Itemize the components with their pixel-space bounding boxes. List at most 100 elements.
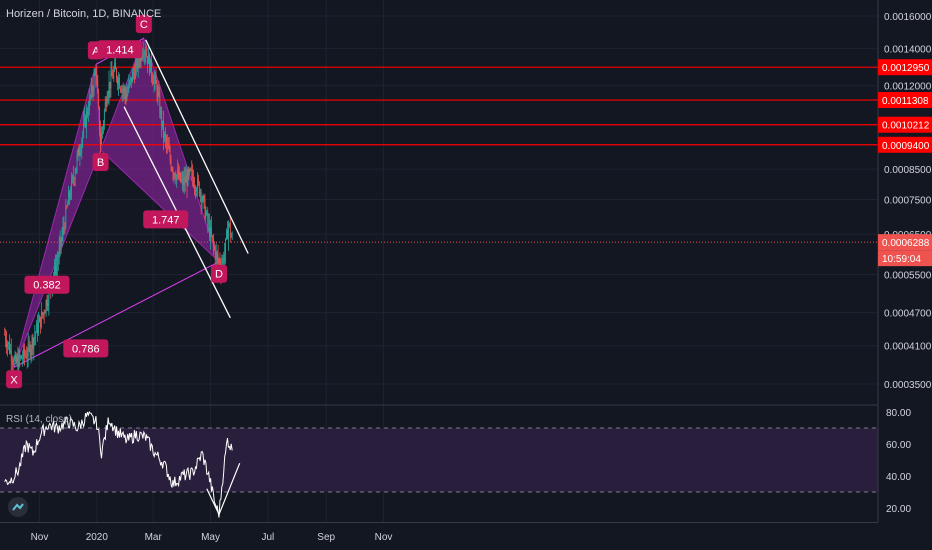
candle-body [166,143,168,145]
candle-body [56,265,57,276]
ratio-label-bg [63,339,109,358]
candle-body [67,204,69,207]
countdown-label: 10:59:04 [882,254,921,265]
candle-body [127,90,129,94]
ratio-label: 1.414 [106,44,134,56]
candle-body [75,167,77,173]
candle-body [178,170,179,178]
candle-body [181,178,183,181]
candle-body [74,172,76,181]
candle-body [133,72,134,74]
candle-body [11,360,13,363]
candle-body [20,356,22,358]
candle-body [159,94,161,115]
candle-body [80,150,82,154]
candle-body [5,334,7,342]
candle-body [102,127,103,133]
candle-body [38,322,39,334]
candle-body [7,343,8,347]
candle-body [86,111,87,127]
price-label-bg [878,59,932,76]
candle-body [158,91,160,95]
candle-body [84,116,85,123]
candle-body [213,244,215,249]
candle-body [37,323,38,334]
candle-body [209,222,211,238]
price-label-bg [878,116,932,133]
candle-body [216,252,218,255]
y-tick-label: 0.0016000 [884,12,932,23]
candle-body [108,81,110,95]
candle-body [134,64,136,79]
pattern-point-label: X [10,374,18,386]
candle-body [68,191,70,205]
candle-body [125,94,127,101]
candle-body [99,106,101,133]
candle-body [96,76,98,81]
candle-body [146,55,148,57]
candle-body [27,343,29,357]
candle-body [218,259,220,261]
candle-body [211,227,212,236]
candle-body [77,148,79,156]
candle-body [150,59,152,76]
candle-body [165,133,166,139]
candle-body [137,53,139,68]
pattern-point-label: D [215,269,223,281]
candle-body [48,288,50,305]
candle-body [185,176,187,183]
candle-body [128,82,130,91]
candle-body [225,238,226,255]
candle-body [229,223,231,237]
candle-body [228,223,229,240]
candle-body [88,96,90,112]
candle-body [76,155,78,168]
candle-body [179,172,180,178]
candle-body [17,357,19,369]
candle-body [149,54,150,73]
candle-body [160,110,162,115]
ratio-label-bg [24,275,70,294]
candle-body [215,252,217,260]
rsi-line [4,410,233,518]
candle-body [71,179,72,196]
candle-body [120,89,122,92]
candle-body [83,122,85,134]
candle-body [61,234,63,242]
candle-body [101,132,102,145]
candles [4,41,233,375]
pattern-point-label: C [140,19,148,31]
candle-body [18,354,20,369]
candle-body [24,355,26,357]
candle-body [205,213,207,219]
candle-body [224,254,226,263]
candle-body [153,79,155,84]
candle-body [109,81,111,89]
tradingview-logo-glyph [12,503,24,511]
x-tick-label: Nov [31,532,49,543]
candle-body [15,355,17,363]
candle-body [156,83,158,97]
candle-body [139,58,141,61]
candle-body [21,356,23,359]
price-label-bg [878,250,932,267]
candle-body [169,150,171,160]
candle-body [131,77,132,83]
candle-body [223,257,225,263]
candle-body [201,200,203,203]
candle-body [181,180,182,182]
tradingview-logo-icon[interactable] [8,497,28,517]
candle-body [117,78,118,85]
candle-body [210,227,211,238]
candle-body [71,176,73,180]
candle-body [44,312,46,314]
candle-body [63,226,65,228]
candle-body [104,102,106,112]
candle-body [59,237,61,247]
candle-body [25,355,27,358]
candle-body [93,74,95,91]
candle-body [30,349,32,355]
candle-body [70,195,71,197]
candle-body [191,169,193,171]
